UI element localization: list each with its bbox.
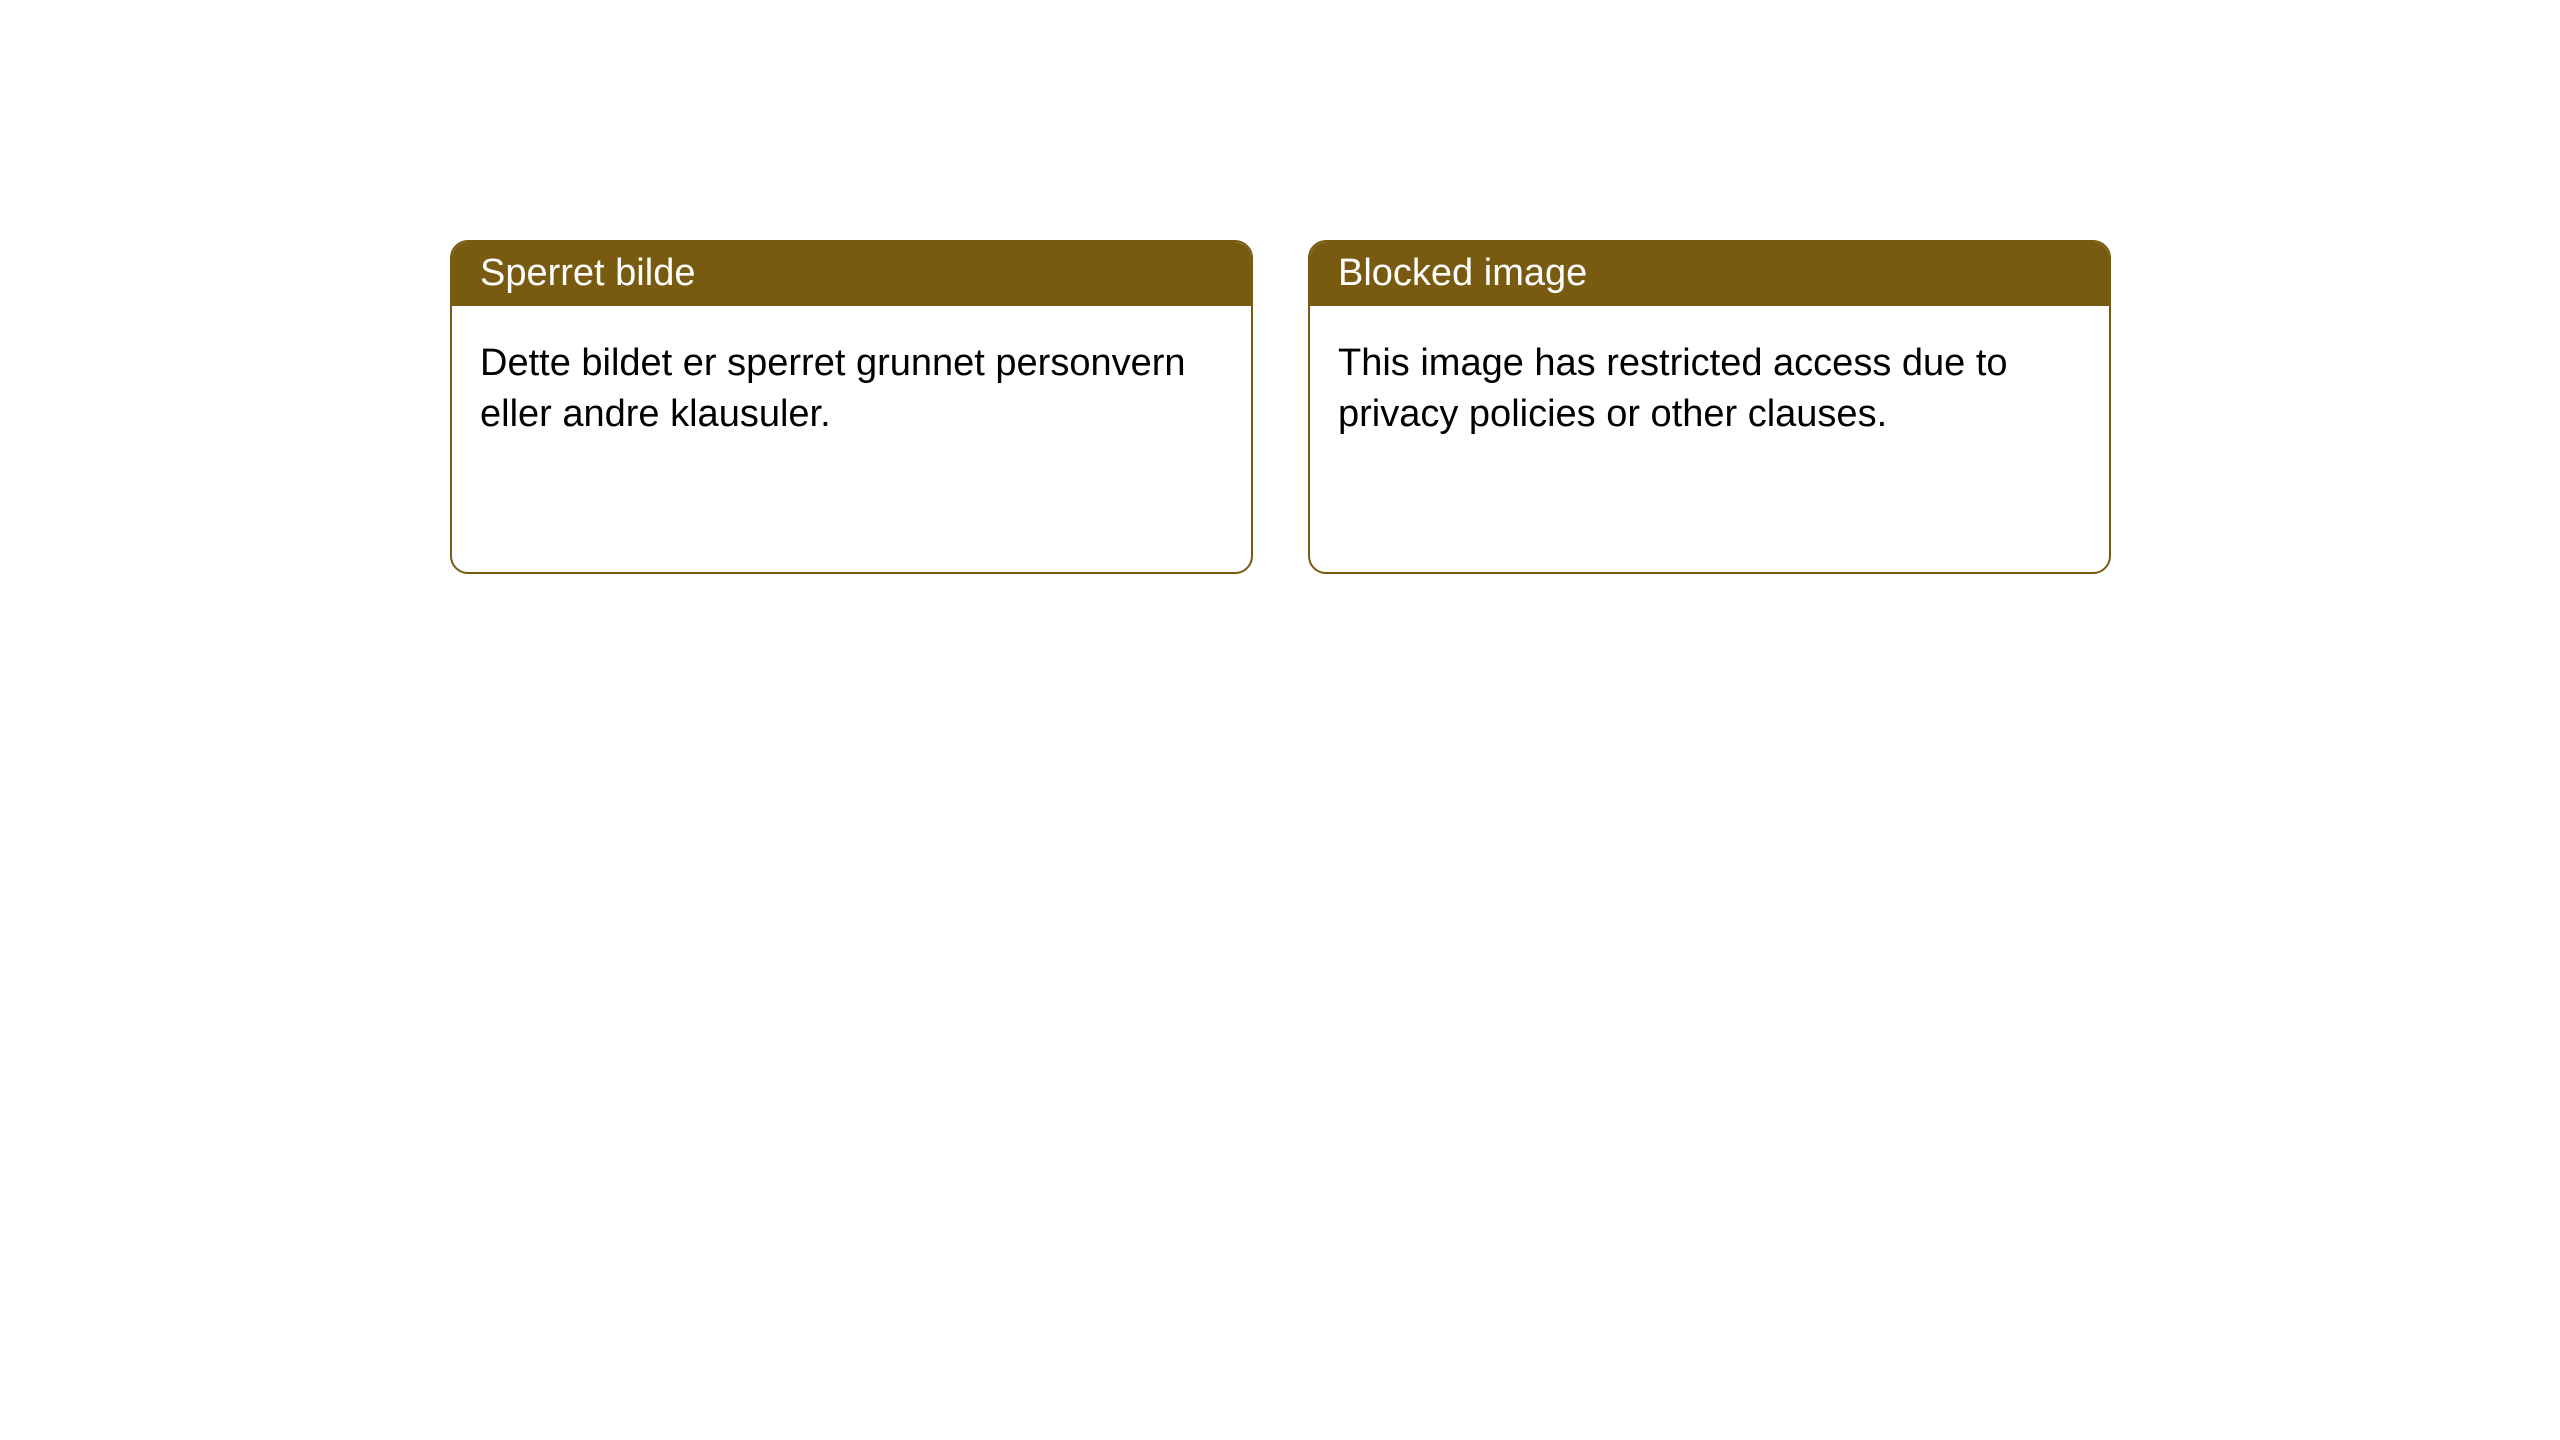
card-header-english: Blocked image: [1310, 242, 2109, 306]
card-body-english: This image has restricted access due to …: [1310, 306, 2109, 473]
blocked-image-card-norwegian: Sperret bilde Dette bildet er sperret gr…: [450, 240, 1253, 574]
card-header-norwegian: Sperret bilde: [452, 242, 1251, 306]
card-body-norwegian: Dette bildet er sperret grunnet personve…: [452, 306, 1251, 473]
cards-container: Sperret bilde Dette bildet er sperret gr…: [0, 0, 2560, 574]
blocked-image-card-english: Blocked image This image has restricted …: [1308, 240, 2111, 574]
